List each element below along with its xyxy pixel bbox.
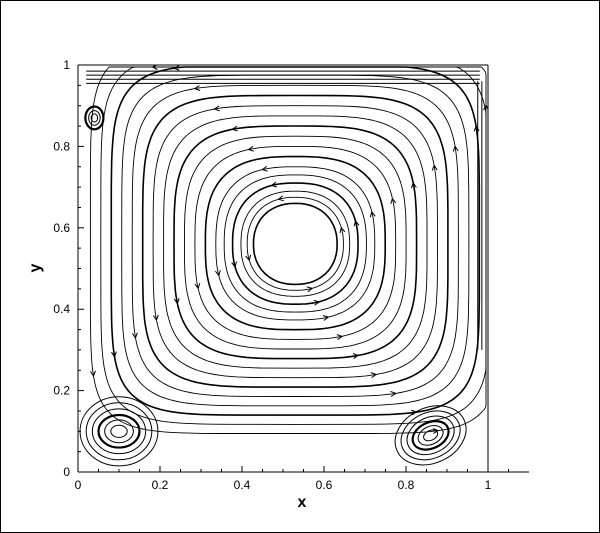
bottom-left-vortex-streamline <box>97 413 141 449</box>
flow-arrow <box>90 370 96 377</box>
flow-arrow <box>306 286 313 293</box>
flow-arrow <box>248 145 254 152</box>
flow-arrow <box>194 85 201 91</box>
flow-arrow <box>352 353 359 359</box>
flow-arrow <box>369 211 376 218</box>
flow-arrow <box>214 105 220 112</box>
primary-vortex-streamline <box>231 182 359 305</box>
flow-arrow <box>194 283 201 289</box>
bottom-left-vortex-streamline <box>85 402 153 461</box>
bottom-right-vortex-streamline <box>400 410 461 461</box>
bottom-left-vortex-streamline <box>91 408 147 455</box>
primary-vortex-streamline <box>204 155 386 331</box>
primary-vortex-streamline <box>141 94 449 388</box>
flow-arrow <box>390 198 397 204</box>
flow-arrow <box>431 165 438 171</box>
x-axis-title: x <box>298 494 307 511</box>
flow-arrow <box>152 314 159 321</box>
flow-arrow <box>353 220 360 227</box>
axes-group: 0 0.2 0.4 0.6 0.8 1 0 0.2 0.4 0.6 0.8 1 <box>53 58 529 492</box>
bottom-left-vortex-streamline <box>79 396 159 467</box>
primary-vortex-streamline <box>246 196 344 291</box>
x-tick-label: 0.8 <box>398 478 415 492</box>
top-left-vortex-streamline <box>88 110 101 126</box>
y-tick-label: 1 <box>63 58 70 72</box>
flow-arrow <box>432 428 439 434</box>
flow-arrow <box>322 315 329 321</box>
labels-group: x y <box>27 263 307 511</box>
flow-arrow <box>152 65 158 70</box>
primary-vortex-streamline <box>163 115 428 369</box>
top-left-vortex-streamline <box>90 113 99 123</box>
y-tick-label: 0.2 <box>53 384 70 398</box>
y-tick-label: 0.6 <box>53 221 70 235</box>
primary-vortex-streamline <box>252 202 338 286</box>
bottom-right-vortex-streamline <box>394 405 467 466</box>
bottom-right-vortex-streamline <box>406 415 455 456</box>
flow-arrow <box>111 351 117 358</box>
flow-arrow <box>245 254 252 261</box>
flow-arrow <box>370 372 377 378</box>
primary-vortex-streamline <box>215 166 376 321</box>
bottom-left-vortex-streamline <box>110 424 128 438</box>
x-tick-label: 0.4 <box>234 478 251 492</box>
flow-arrow <box>232 125 238 132</box>
primary-vortex-streamline <box>184 135 407 350</box>
y-tick-label: 0 <box>63 465 70 479</box>
flow-arrow <box>339 227 346 234</box>
primary-vortex-streamline <box>173 125 418 360</box>
primary-vortex-streamline <box>131 84 459 397</box>
top-left-vortex-streamline <box>84 105 105 131</box>
x-tick-label: 0.2 <box>152 478 169 492</box>
x-tick-label: 0 <box>75 478 82 492</box>
streamlines-group <box>79 65 488 467</box>
bottom-right-vortex-streamline <box>417 425 444 446</box>
primary-vortex-streamline <box>89 66 487 434</box>
primary-vortex-streamline <box>100 66 487 425</box>
y-tick-label: 0.8 <box>53 139 70 153</box>
flow-arrow <box>336 334 343 340</box>
bottom-right-vortex-streamline <box>423 429 439 442</box>
primary-vortex-streamline <box>223 174 367 313</box>
primary-vortex-streamline <box>110 66 481 416</box>
flow-arrow <box>483 104 488 111</box>
x-tick-label: 0.6 <box>316 478 333 492</box>
primary-vortex-streamline <box>152 105 438 379</box>
primary-vortex-streamline <box>121 74 470 407</box>
x-tick-label: 1 <box>485 478 492 492</box>
flow-arrow <box>313 299 320 306</box>
flow-arrow <box>278 195 284 202</box>
y-tick-label: 0.4 <box>53 302 70 316</box>
flow-arrow <box>214 270 221 276</box>
flow-arrow <box>452 146 459 152</box>
flow-arrow <box>173 298 180 304</box>
primary-vortex-streamline <box>240 190 351 297</box>
bottom-left-vortex-streamline <box>104 419 134 444</box>
bottom-right-vortex-streamline <box>411 420 450 451</box>
flow-arrow <box>390 390 397 397</box>
primary-vortex-streamline <box>194 145 397 340</box>
flow-arrow <box>410 182 417 189</box>
flow-arrow <box>271 181 278 188</box>
flow-arrow <box>262 165 268 172</box>
flow-arrow <box>131 332 138 339</box>
y-axis-title: y <box>27 263 44 272</box>
flow-arrow <box>231 261 237 268</box>
